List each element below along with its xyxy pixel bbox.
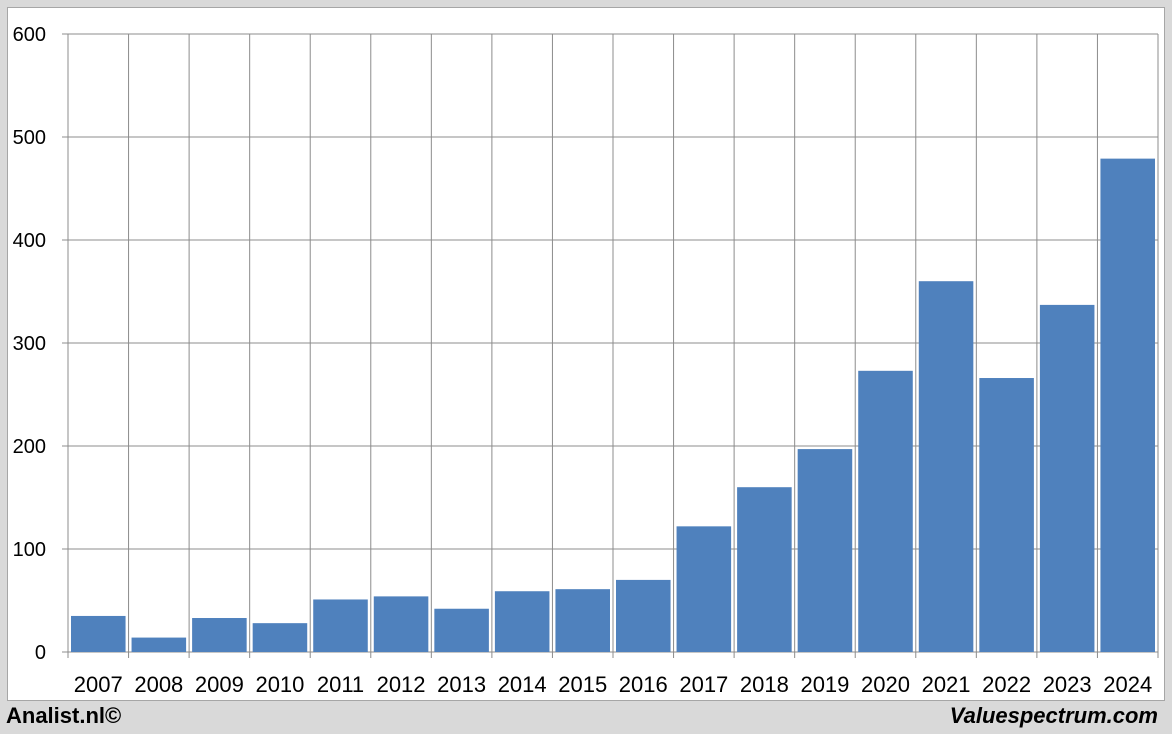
y-tick-label: 200 xyxy=(13,436,46,458)
grid-lines xyxy=(62,33,1159,658)
x-tick-label: 2012 xyxy=(377,672,426,697)
x-tick-label: 2007 xyxy=(74,672,123,697)
y-tick-label: 300 xyxy=(13,333,46,355)
x-tick-label: 2009 xyxy=(195,672,244,697)
y-tick-label: 500 xyxy=(13,127,46,149)
x-tick-label: 2021 xyxy=(922,672,971,697)
bar-2015 xyxy=(555,589,610,652)
x-tick-label: 2016 xyxy=(619,672,668,697)
x-tick-label: 2013 xyxy=(437,672,486,697)
source-label: Analist.nl© xyxy=(6,703,122,728)
x-tick-label: 2023 xyxy=(1043,672,1092,697)
bar-2011 xyxy=(313,599,368,652)
y-tick-label: 100 xyxy=(13,539,46,561)
y-axis-ticks: 0 100 200 300 400 500 600 xyxy=(13,24,46,664)
x-tick-label: 2011 xyxy=(317,672,364,697)
y-tick-label: 0 xyxy=(35,642,46,664)
x-tick-label: 2019 xyxy=(800,672,849,697)
bar-2010 xyxy=(252,623,308,652)
bar-2021 xyxy=(918,281,974,652)
bar-2013 xyxy=(434,608,489,652)
y-tick-label: 600 xyxy=(13,24,46,46)
bar-2007 xyxy=(71,615,126,652)
bars xyxy=(71,158,1155,652)
watermark-label: Valuespectrum.com xyxy=(949,703,1158,728)
x-tick-label: 2010 xyxy=(255,672,304,697)
x-tick-label: 2018 xyxy=(740,672,789,697)
x-tick-label: 2014 xyxy=(498,672,547,697)
bar-2012 xyxy=(373,596,429,652)
bar-2020 xyxy=(858,370,913,652)
bar-2019 xyxy=(797,449,853,652)
y-tick-label: 400 xyxy=(13,230,46,252)
bar-2017 xyxy=(676,526,732,652)
bar-2008 xyxy=(131,637,187,652)
bar-2016 xyxy=(616,579,671,652)
bar-2014 xyxy=(494,591,550,652)
x-tick-label: 2022 xyxy=(982,672,1031,697)
x-tick-label: 2015 xyxy=(558,672,607,697)
bar-2022 xyxy=(979,378,1034,652)
x-tick-label: 2020 xyxy=(861,672,910,697)
x-tick-label: 2024 xyxy=(1103,672,1152,697)
x-tick-label: 2008 xyxy=(134,672,183,697)
bar-2018 xyxy=(737,487,792,652)
x-axis-ticks: 2007 2008 2009 2010 2011 2012 2013 2014 2015 2016… xyxy=(74,672,1152,697)
bar-2009 xyxy=(192,618,247,652)
bar-2023 xyxy=(1039,304,1095,652)
bar-2024 xyxy=(1100,158,1155,652)
x-tick-label: 2017 xyxy=(679,672,728,697)
